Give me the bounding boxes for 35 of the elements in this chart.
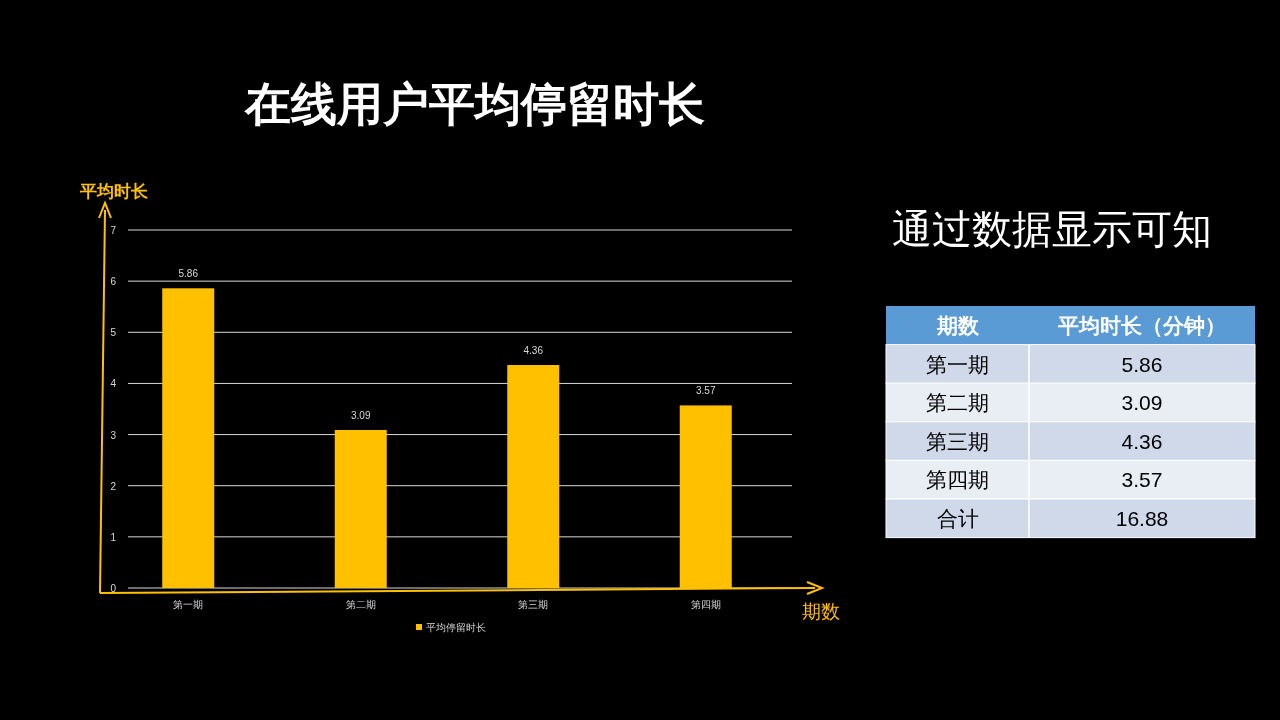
data-label: 5.86 — [178, 268, 199, 280]
data-label: 4.36 — [1121, 429, 1163, 453]
y-tick-label: 2 — [110, 480, 117, 492]
category-label: 合计 — [936, 507, 979, 530]
text: 平均时长（分钟） — [1057, 314, 1226, 337]
y-tick-label: 0 — [110, 583, 117, 594]
data-label: 4.36 — [523, 345, 544, 357]
text: 通过数据显示可知 — [892, 207, 1212, 251]
data-label: 16.88 — [1115, 507, 1169, 530]
text: 期数 — [935, 314, 980, 337]
data-label: 3.09 — [351, 409, 371, 421]
data-label: 5.86 — [1121, 352, 1163, 376]
data-label: 3.57 — [1121, 468, 1163, 492]
chart-title: 在线用户平均停留时长 — [244, 78, 705, 130]
category-label: 第三期 — [926, 429, 989, 453]
data-label: 3.57 — [696, 385, 716, 397]
legend-label: 平均停留时长 — [426, 622, 486, 633]
x-tick-label: 第二期 — [345, 599, 376, 610]
data-label: 3.09 — [1121, 391, 1163, 415]
x-axis-title: 期数 — [802, 601, 840, 622]
y-tick-label: 4 — [110, 378, 117, 390]
category-label: 第二期 — [926, 391, 989, 415]
bar — [162, 288, 215, 588]
x-tick-label: 第一期 — [173, 599, 204, 610]
category-label: 第四期 — [926, 468, 989, 492]
y-axis-title: 平均时长 — [79, 182, 149, 201]
x-tick-label: 第四期 — [690, 599, 721, 610]
category-label: 第一期 — [926, 352, 989, 376]
y-tick-label: 3 — [110, 429, 117, 441]
y-tick-label: 1 — [110, 531, 117, 543]
x-tick-label: 第三期 — [518, 599, 549, 610]
y-tick-label: 6 — [110, 276, 117, 288]
y-tick-label: 5 — [110, 327, 117, 339]
y-tick-label: 7 — [110, 225, 117, 236]
bar — [334, 429, 387, 588]
